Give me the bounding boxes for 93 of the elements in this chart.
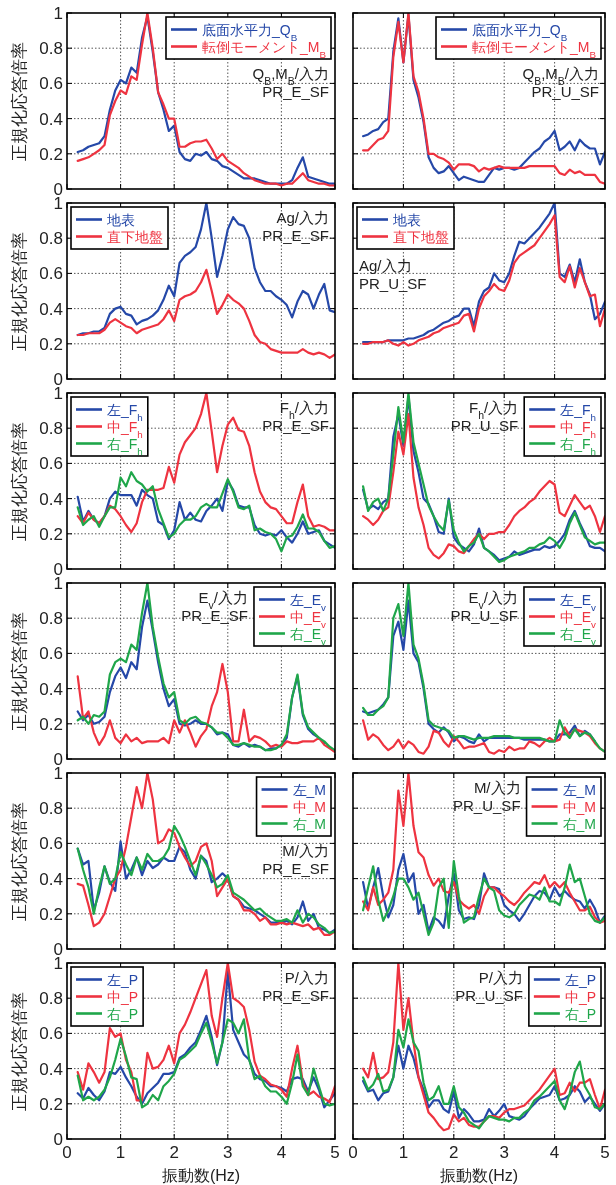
y-axis-title: 正規化応答倍率 <box>10 991 29 1111</box>
y-tick-label: 0.2 <box>39 334 63 354</box>
annotation: P/入力 <box>478 969 523 986</box>
x-tick-label: 3 <box>223 1143 233 1162</box>
legend-label: 地表 <box>392 211 421 228</box>
annotation: F$_{h}$/入力 <box>279 399 329 421</box>
annotation: M/入力 <box>473 779 521 796</box>
legend-label: 中_P <box>564 988 596 1005</box>
legend-label: 直下地盤 <box>107 228 163 245</box>
y-axis-title: 正規化応答倍率 <box>10 231 29 351</box>
y-tick-label: 0.2 <box>39 524 63 544</box>
legend-label: 左_M <box>562 781 596 798</box>
y-tick-label: 0.2 <box>39 904 63 924</box>
y-tick-label: 0.6 <box>39 1024 63 1044</box>
y-tick-label: 1 <box>53 384 63 403</box>
x-tick-label: 2 <box>449 1143 459 1162</box>
y-tick-label: 1 <box>53 194 63 213</box>
x-tick-label: 5 <box>600 1143 610 1162</box>
y-tick-label: 1 <box>53 954 63 973</box>
y-tick-label: 0.2 <box>39 714 63 734</box>
y-tick-label: 0 <box>53 1130 63 1149</box>
legend-label: 底面水平力_Q$_{B}$ <box>202 21 298 42</box>
legend-label: 左_P <box>107 971 139 988</box>
annotation: M/入力 <box>282 842 329 859</box>
annotation: E$_{v}$/入力 <box>468 589 518 611</box>
x-tick-label: 0 <box>348 1143 358 1162</box>
y-tick-label: 0.4 <box>39 869 63 889</box>
legend-label: 中_M <box>562 798 596 815</box>
x-tick-label: 2 <box>169 1143 179 1162</box>
line-series <box>76 393 335 534</box>
y-tick-label: 0.8 <box>39 989 63 1009</box>
y-tick-label: 0.6 <box>39 74 63 94</box>
y-tick-label: 0.4 <box>39 299 63 319</box>
x-tick-label: 5 <box>330 1143 340 1162</box>
y-tick-label: 0.4 <box>39 1059 63 1079</box>
y-tick-label: 1 <box>53 4 63 23</box>
annotation: Ag/入力 <box>276 209 329 226</box>
legend-label: 中_P <box>107 988 139 1005</box>
legend-label: 右_M <box>292 815 326 832</box>
y-tick-label: 0.4 <box>39 109 63 129</box>
y-tick-label: 0.6 <box>39 644 63 664</box>
y-tick-label: 0.8 <box>39 39 63 59</box>
y-tick-label: 0.2 <box>39 144 63 164</box>
y-tick-label: 0.8 <box>39 229 63 249</box>
line-series <box>76 662 335 754</box>
legend-label: 地表 <box>106 211 135 228</box>
y-tick-label: 1 <box>53 574 63 593</box>
x-tick-label: 4 <box>549 1143 560 1162</box>
annotation: P/入力 <box>284 969 329 986</box>
y-tick-label: 0.6 <box>39 834 63 854</box>
legend-label: 右_P <box>564 1005 596 1022</box>
line-series <box>76 773 335 937</box>
annotation: F$_{h}$/入力 <box>469 399 519 421</box>
y-tick-label: 0.6 <box>39 454 63 474</box>
x-tick-label: 3 <box>499 1143 509 1162</box>
y-tick-label: 0.4 <box>39 489 63 509</box>
y-axis-title: 正規化応答倍率 <box>10 41 29 161</box>
legend-label: 右_P <box>107 1005 139 1022</box>
legend-label: 中_M <box>292 798 326 815</box>
y-axis-title: 正規化応答倍率 <box>10 611 29 731</box>
legend-label: 左_F$_{h}$ <box>560 401 596 422</box>
legend-label: 左_P <box>564 971 596 988</box>
y-axis-title: 正規化応答倍率 <box>10 801 29 921</box>
annotation: PR_E_SF <box>262 860 329 877</box>
annotation: PR_U_SF <box>453 797 521 814</box>
line-series <box>76 203 335 337</box>
annotation: PR_U_SF <box>455 987 523 1004</box>
legend-label: 右_M <box>562 815 596 832</box>
legend-label: 左_F$_{h}$ <box>107 401 143 422</box>
annotation: Q$_{B}$,M$_{B}$/入力 <box>252 65 329 87</box>
line-series <box>76 268 335 359</box>
y-tick-label: 0.8 <box>39 419 63 439</box>
annotation: PR_U_SF <box>359 275 427 292</box>
y-tick-label: 0.2 <box>39 1094 63 1114</box>
annotation: PR_E_SF <box>262 227 329 244</box>
y-tick-label: 0.6 <box>39 264 63 284</box>
y-tick-label: 0.8 <box>39 609 63 629</box>
annotation: E$_{v}$/入力 <box>198 589 248 611</box>
y-tick-label: 1 <box>53 764 63 783</box>
annotation: PR_E_SF <box>262 987 329 1004</box>
x-tick-label: 1 <box>398 1143 409 1162</box>
x-axis-title: 振動数(Hz) <box>439 1167 519 1184</box>
annotation: Q$_{B}$,M$_{B}$/入力 <box>522 65 599 87</box>
legend-label: 底面水平力_Q$_{B}$ <box>472 21 568 42</box>
y-tick-label: 0.4 <box>39 679 63 699</box>
annotation: Ag/入力 <box>359 257 412 274</box>
x-tick-label: 1 <box>115 1143 126 1162</box>
y-axis-title: 正規化応答倍率 <box>10 421 29 541</box>
x-tick-label: 4 <box>276 1143 287 1162</box>
legend-label: 直下地盤 <box>393 228 449 245</box>
x-axis-title: 振動数(Hz) <box>161 1167 241 1184</box>
y-tick-label: 0.8 <box>39 799 63 819</box>
legend-label: 左_M <box>292 781 326 798</box>
